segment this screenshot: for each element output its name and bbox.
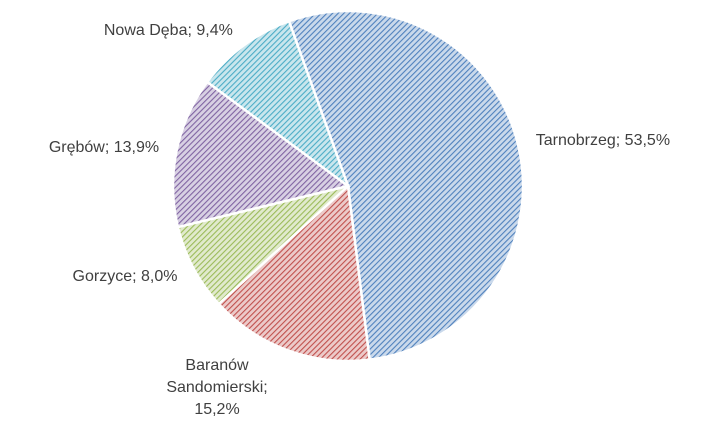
pie-slice <box>205 19 351 190</box>
pie-slice <box>287 9 525 362</box>
data-label: Grębów; 13,9% <box>48 138 160 156</box>
data-label: Nowa Dęba; 9,4% <box>103 22 233 40</box>
data-label: Gorzyce; 8,0% <box>72 267 178 285</box>
pie-slice <box>171 80 351 229</box>
data-label: Tarnobrzeg; 53,5% <box>535 132 671 150</box>
data-label: Baranów Sandomierski; 15,2% <box>166 357 268 419</box>
pie-slice <box>216 183 372 363</box>
